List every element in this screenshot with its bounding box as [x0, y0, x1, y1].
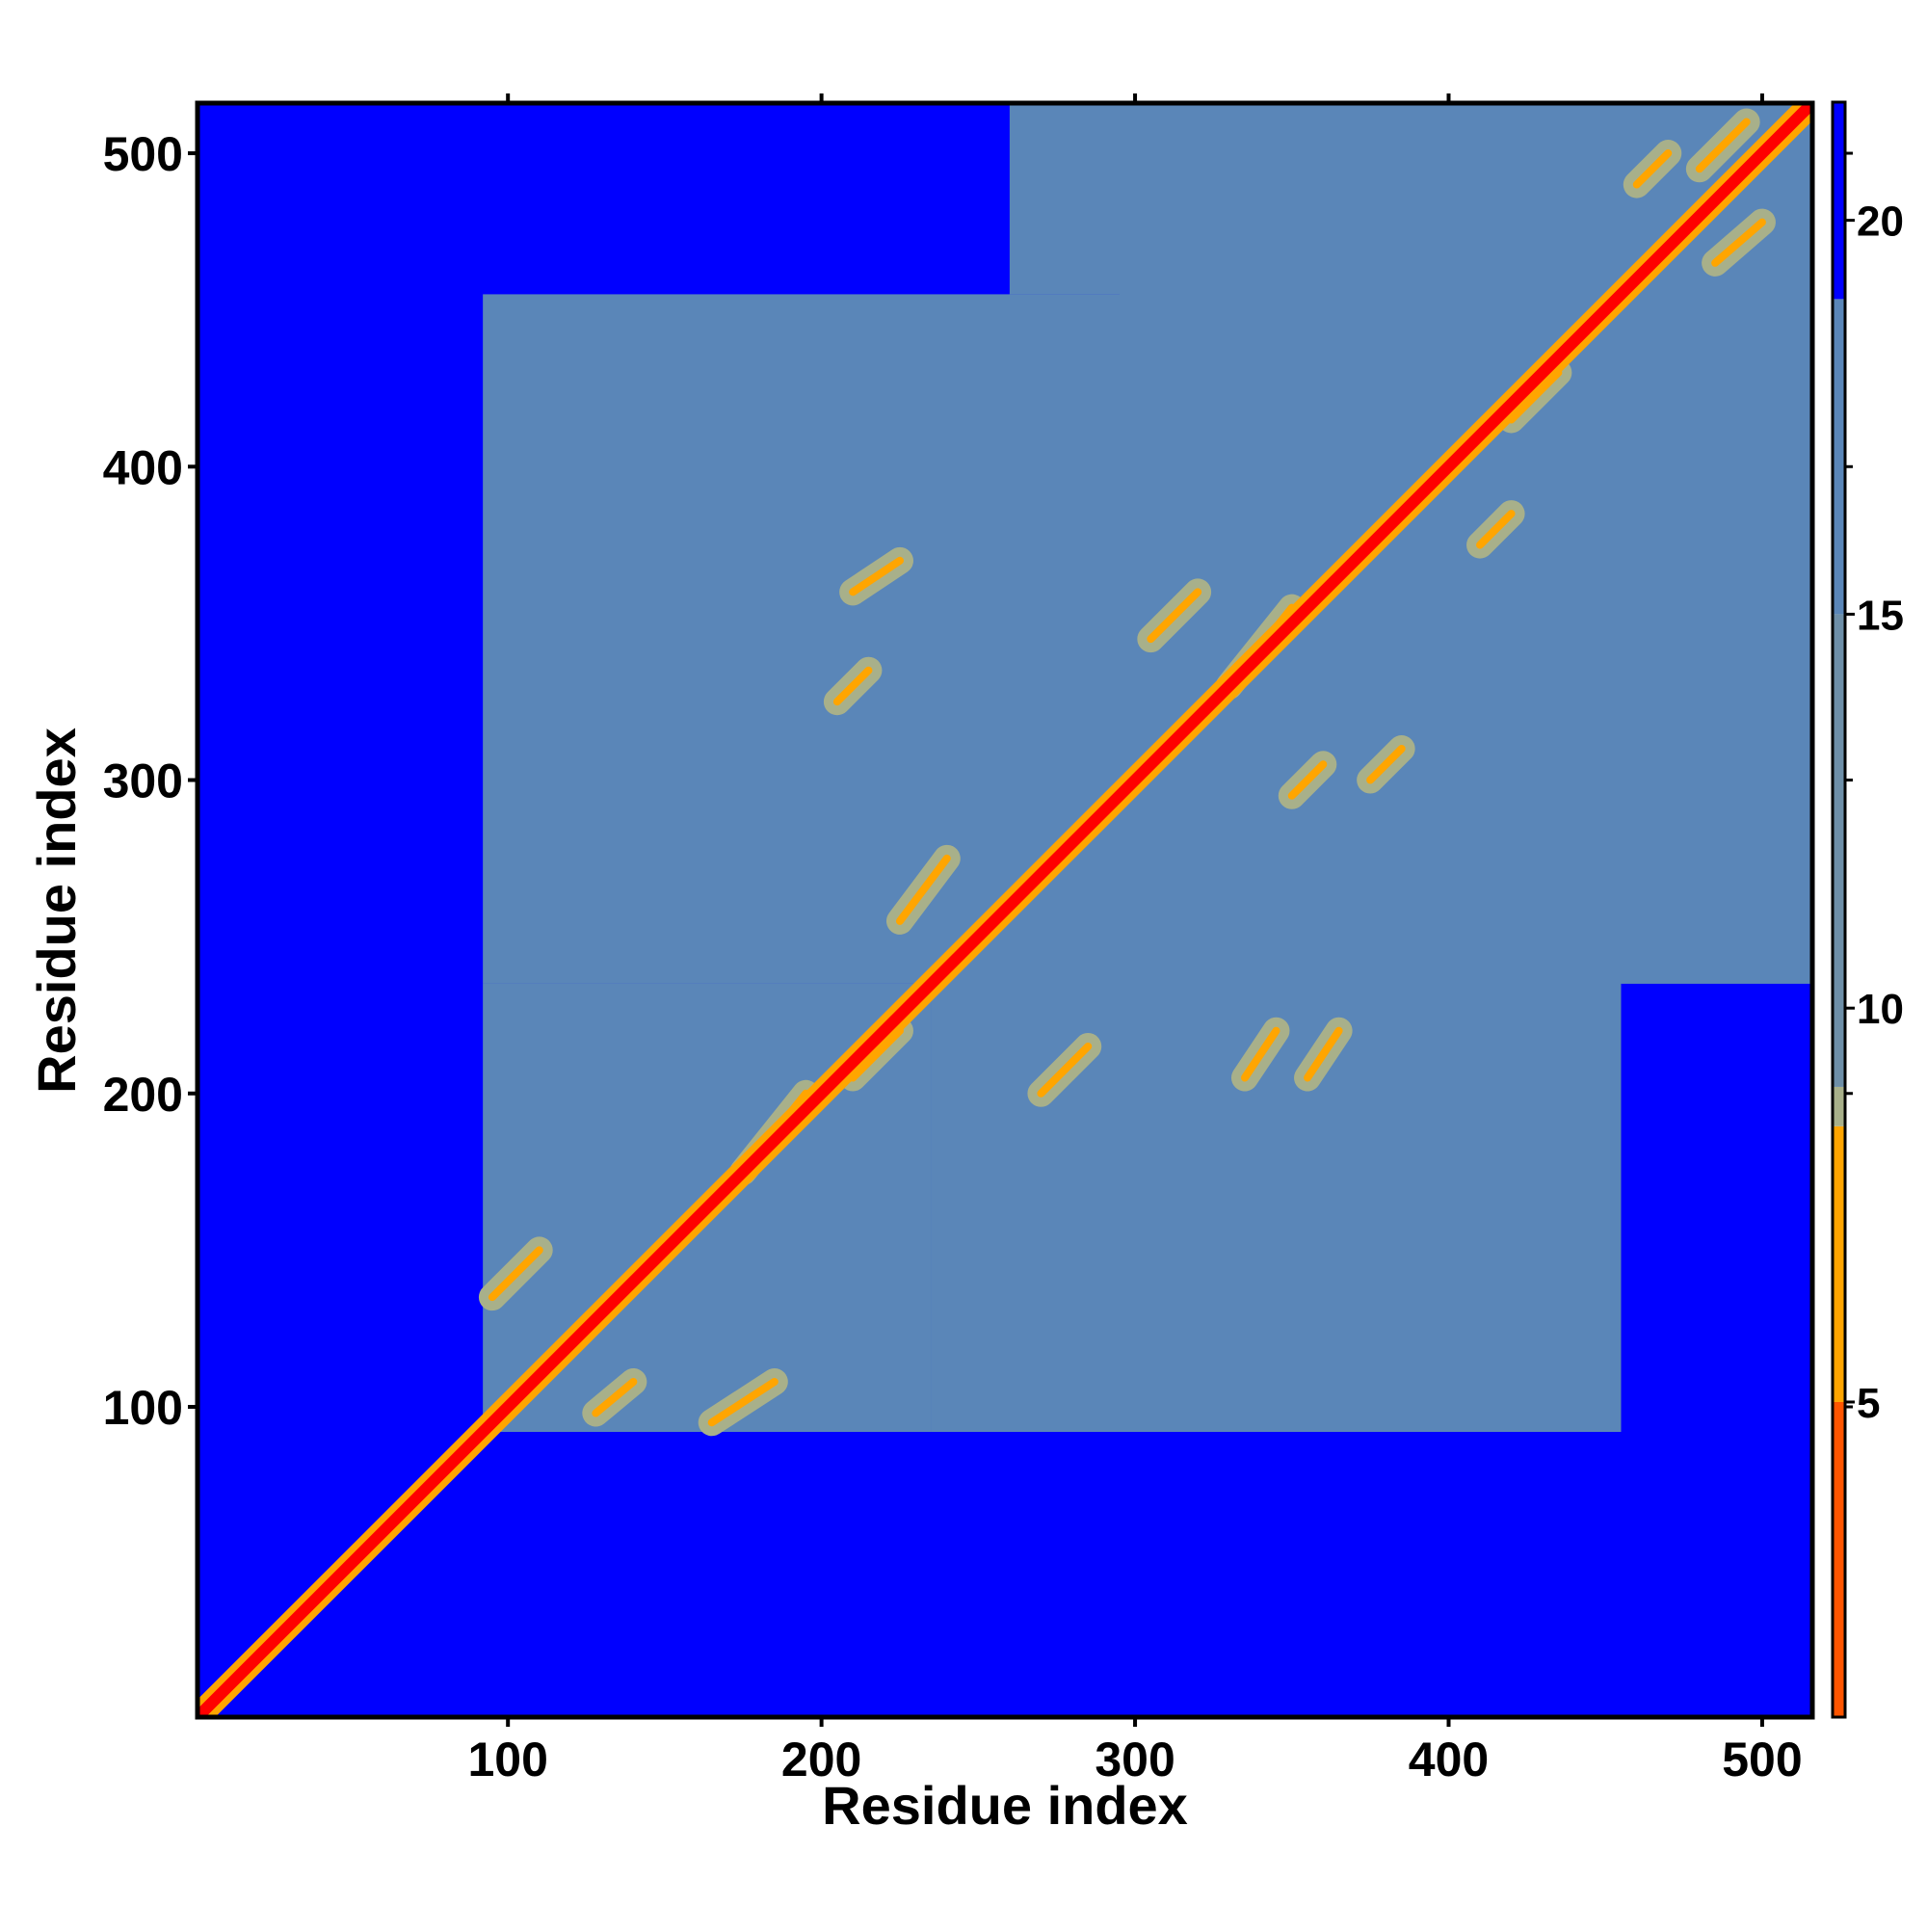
- x-tick-label: 300: [1095, 1733, 1175, 1786]
- x-tick-label: 100: [467, 1733, 547, 1786]
- contact-segment: [1711, 218, 1766, 267]
- colorbar-tick-label: 20: [1857, 198, 1904, 246]
- colorbar-tick-label: 15: [1857, 592, 1904, 639]
- colorbar-segment: [1833, 1401, 1845, 1717]
- colorbar-segment: [1833, 1086, 1845, 1126]
- y-axis-label: Residue index: [26, 728, 87, 1094]
- colorbar-segment: [1833, 614, 1845, 1087]
- y-tick-label: 100: [103, 1381, 183, 1435]
- x-tick-label: 500: [1722, 1733, 1802, 1786]
- y-tick-label: 200: [103, 1068, 183, 1122]
- y-tick-label: 500: [103, 127, 183, 181]
- y-tick-label: 300: [103, 754, 183, 808]
- heatmap-layer: [198, 103, 1812, 1717]
- contact-segment: [1287, 760, 1328, 800]
- contact-segment: [895, 854, 951, 925]
- contact-segment: [1147, 588, 1202, 644]
- x-tick-label: 400: [1409, 1733, 1489, 1786]
- contact-segment: [592, 1377, 638, 1417]
- colorbar-segment: [1833, 299, 1845, 615]
- colorbar-segment: [1833, 1125, 1845, 1402]
- heatmap-region: [931, 795, 1622, 1433]
- contact-segment: [488, 1246, 543, 1302]
- colorbar-tick-label: 5: [1857, 1380, 1880, 1427]
- contact-segment: [832, 666, 873, 706]
- diagonal-band: [198, 103, 1812, 1717]
- plot-frame: [195, 100, 1815, 1720]
- colorbar-frame: [1831, 100, 1847, 1719]
- y-axis: 100 200 300 400 500: [103, 127, 198, 1435]
- x-axis-label: Residue index: [822, 1775, 1188, 1836]
- contact-segment: [1476, 510, 1516, 549]
- contact-segment: [849, 556, 904, 596]
- contact-segment: [1240, 1026, 1280, 1082]
- contact-segment: [1037, 1042, 1093, 1098]
- contact-segment: [707, 1377, 779, 1427]
- contact-segment: [1695, 118, 1751, 173]
- contact-segment: [1366, 745, 1406, 784]
- colorbar-segment: [1833, 102, 1845, 300]
- y-tick-label: 400: [103, 440, 183, 494]
- x-tick-label: 200: [781, 1733, 861, 1786]
- contact-segment: [1632, 149, 1673, 189]
- heatmap-region: [1009, 103, 1812, 295]
- contact-segment: [1304, 1026, 1343, 1082]
- x-axis: 100 200 300 400 500: [467, 93, 1803, 1786]
- colorbar: 5 10 15 20: [1831, 100, 1904, 1719]
- colorbar-tick-label: 10: [1857, 986, 1904, 1033]
